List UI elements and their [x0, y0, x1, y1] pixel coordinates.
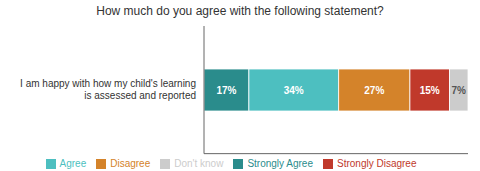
svg-text:I am happy with how my child's: I am happy with how my child's learningi… [20, 77, 196, 100]
html-text:Disagree: Disagree [110, 157, 151, 169]
svg-text:7%: 7% [452, 85, 467, 96]
svg-text:17%: 17% [216, 85, 236, 96]
svg-text:34%: 34% [284, 85, 304, 96]
html-text:Agree: Agree [59, 157, 87, 169]
html-text:Strongly Disagree: Strongly Disagree [337, 157, 417, 169]
html-text:Don't know: Don't know [174, 157, 224, 169]
html-text:Strongly Agree: Strongly Agree [247, 157, 313, 169]
svg-text:15%: 15% [420, 85, 440, 96]
html-text:How much do you agree with the: How much do you agree with the following… [96, 4, 384, 18]
svg-text:27%: 27% [364, 85, 384, 96]
